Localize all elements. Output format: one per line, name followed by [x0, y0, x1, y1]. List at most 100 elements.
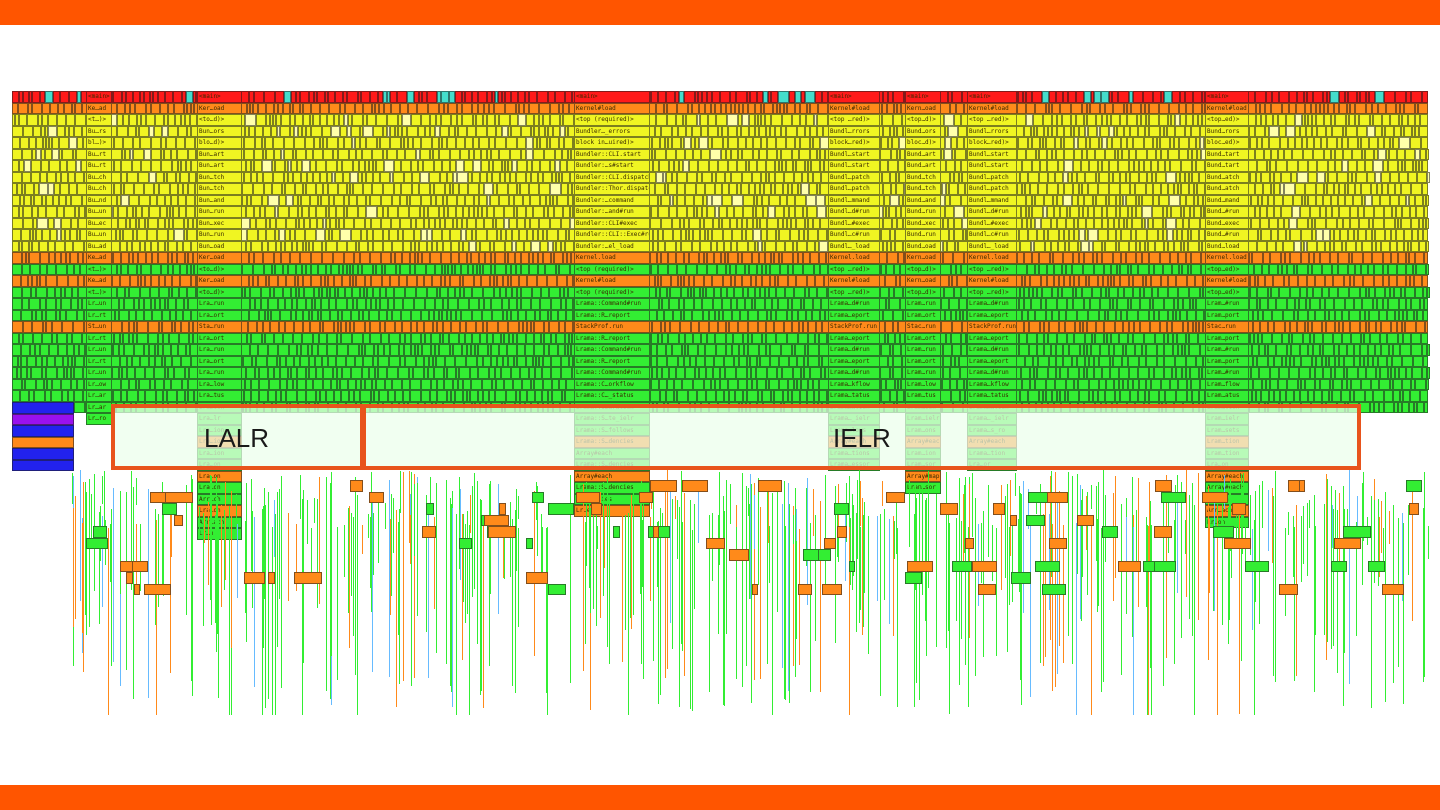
- flame-frame: [285, 298, 292, 310]
- flame-frame: [249, 310, 259, 322]
- flame-frame: [666, 149, 676, 161]
- flame-frame: [739, 356, 747, 368]
- flame-frame: [1290, 321, 1297, 333]
- flame-frame: [370, 195, 381, 207]
- flame-frame: [48, 126, 57, 138]
- flame-frame: [1142, 195, 1153, 207]
- flame-frame: [759, 126, 766, 138]
- flame-frame: [543, 172, 552, 184]
- flame-frame: [1056, 356, 1063, 368]
- flame-frame: [760, 218, 767, 230]
- flame-frame: [1156, 172, 1166, 184]
- flame-frame: [766, 333, 776, 345]
- flame-frame: [365, 344, 374, 356]
- flame-frame: [45, 91, 53, 103]
- flame-frame: [1126, 344, 1135, 356]
- flame-frame: [1143, 91, 1153, 103]
- flame-frame: [1047, 206, 1054, 218]
- flame-frame: [1375, 126, 1382, 138]
- flame-frame: [881, 229, 890, 241]
- flame-frame: [517, 333, 526, 345]
- flame-frame: [684, 310, 692, 322]
- flame-frame: [327, 114, 334, 126]
- flame-frame: [286, 218, 296, 230]
- flame-frame: [531, 172, 538, 184]
- flame-frame: [39, 241, 48, 253]
- flame-frame: [1387, 310, 1395, 322]
- flame-frame: [381, 195, 392, 207]
- flame-frame: [42, 333, 52, 345]
- flame-frame: [484, 218, 493, 230]
- flame-frame: [397, 149, 405, 161]
- flame-frame: [46, 275, 57, 287]
- flame-frame: [499, 195, 509, 207]
- flame-frame: [36, 287, 47, 299]
- flame-frame: [174, 229, 184, 241]
- flame-frame: [1392, 356, 1402, 368]
- flame-frame: [1420, 114, 1428, 126]
- flame-frame: [1312, 321, 1322, 333]
- flame-frame: [464, 160, 473, 172]
- flame-frame: [124, 298, 134, 310]
- flame-frame: [1016, 195, 1026, 207]
- flame-frame: [27, 356, 36, 368]
- flame-frame: [797, 356, 804, 368]
- flame-frame: [423, 160, 434, 172]
- flame-frame: [1287, 298, 1295, 310]
- flame-frame: [303, 275, 311, 287]
- flame-frame: [1046, 298, 1057, 310]
- flame-frame: [531, 298, 540, 310]
- flame-frame: [540, 298, 551, 310]
- flame-frame: [1260, 298, 1268, 310]
- flame-frame: [803, 264, 814, 276]
- flame-frame: [434, 160, 442, 172]
- flame-frame: [309, 367, 316, 379]
- flame-frame: [512, 229, 519, 241]
- flame-frame: [1091, 344, 1100, 356]
- flame-frame: [534, 321, 544, 333]
- flame-frame: [1375, 287, 1385, 299]
- flame-frame: [48, 114, 57, 126]
- flame-frame: [392, 310, 401, 322]
- flame-frame: [1032, 160, 1040, 172]
- flame-frame: [254, 252, 263, 264]
- flame-frame: [327, 344, 337, 356]
- flame-frame: [1411, 298, 1420, 310]
- flame-frame: [768, 206, 775, 218]
- flame-frame: [561, 218, 570, 230]
- flame-frame: [511, 275, 519, 287]
- flame-frame: [1164, 344, 1173, 356]
- flame-frame: [264, 91, 275, 103]
- flame-frame: [357, 195, 366, 207]
- flame-frame: [1289, 91, 1297, 103]
- flame-frame: [140, 137, 151, 149]
- flame-frame: [1047, 275, 1054, 287]
- flame-frame: [1109, 183, 1120, 195]
- flame-frame: [50, 229, 57, 241]
- flame-frame: [342, 275, 350, 287]
- flame-frame: [1316, 229, 1323, 241]
- flame-frame: [1411, 344, 1422, 356]
- flame-frame: [1408, 172, 1417, 184]
- flame-frame: [334, 275, 342, 287]
- flame-frame: [741, 126, 749, 138]
- flame-frame: [476, 321, 483, 333]
- flame-frame: [405, 149, 416, 161]
- flame-frame: [258, 103, 266, 115]
- flame-frame: [1253, 321, 1260, 333]
- flame-frame: [478, 91, 487, 103]
- flame-frame: [40, 344, 49, 356]
- flame-frame: [1374, 275, 1383, 287]
- flame-frame: [1378, 103, 1386, 115]
- flame-frame: [1375, 91, 1384, 103]
- flame-frame: [521, 298, 531, 310]
- flame-frame: [273, 172, 284, 184]
- flame-frame: [1058, 241, 1065, 253]
- flame-frame: [1126, 252, 1136, 264]
- flame-frame: [366, 206, 377, 218]
- flame-frame: [1297, 172, 1308, 184]
- flame-frame: [1094, 218, 1102, 230]
- flame-frame: [1395, 91, 1406, 103]
- flame-frame: [686, 114, 697, 126]
- flame-frame: [1308, 172, 1317, 184]
